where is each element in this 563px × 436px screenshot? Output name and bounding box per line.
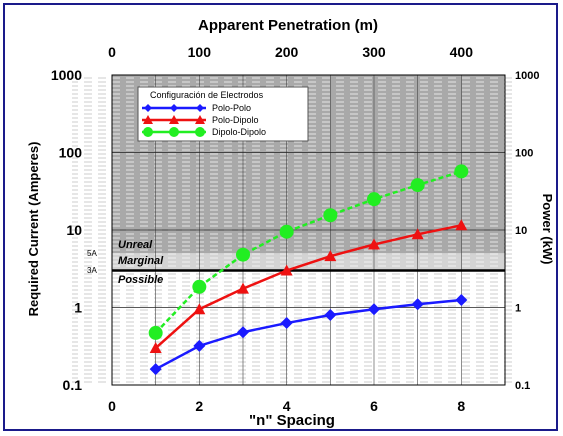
right-margin-texture — [505, 75, 515, 385]
data-point-triangle — [411, 228, 424, 240]
y2-tick-label: 0.1 — [515, 380, 530, 392]
x-tick-label: 6 — [370, 398, 378, 414]
y2-tick-label: 10 — [515, 225, 527, 237]
plot-border — [111, 74, 506, 386]
data-point-circle — [236, 247, 250, 262]
data-point-diamond — [149, 363, 162, 376]
y2-axis-title: Power (kW) — [540, 194, 555, 265]
series-line — [154, 224, 462, 349]
data-point-triangle — [324, 250, 337, 262]
legend-label: Polo-Polo — [212, 103, 251, 113]
zone-label-marginal: Marginal — [118, 255, 164, 267]
data-point-diamond — [237, 326, 249, 339]
legend-marker-diamond — [144, 104, 204, 112]
y2-tick-label: 1 — [515, 303, 521, 315]
x2-axis-title: Apparent Penetration (m) — [198, 17, 378, 34]
y2-tick-label: 1000 — [515, 70, 539, 82]
data-point-triangle — [455, 219, 468, 231]
y2-tick-label: 100 — [515, 148, 533, 160]
zone-side-label-5a: 5A — [87, 249, 97, 258]
data-point-circle — [323, 208, 338, 223]
y-tick-label: 10 — [66, 222, 82, 238]
data-point-diamond — [455, 293, 468, 306]
x2-tick-label: 200 — [275, 44, 299, 60]
data-point-circle — [192, 279, 207, 294]
legend-entry-dipolo-dipolo: Dipolo-Dipolo — [142, 127, 266, 137]
legend-marker-circle — [195, 127, 205, 137]
data-point-circle — [410, 178, 425, 193]
series-line — [155, 298, 462, 371]
x2-tick-label: 400 — [450, 44, 474, 60]
legend-label: Polo-Dipolo — [212, 115, 259, 125]
series-dipolo-dipolo — [148, 164, 469, 340]
legend-entry-polo-polo: Polo-Polo — [142, 103, 251, 113]
x-axis-title: "n" Spacing — [249, 412, 335, 429]
series-polo-polo — [149, 293, 468, 376]
x-tick-label: 2 — [195, 398, 203, 414]
series-layer — [148, 164, 469, 376]
data-point-triangle — [237, 282, 249, 294]
x-tick-label: 0 — [108, 398, 116, 414]
y-tick-label: 0.1 — [63, 377, 83, 393]
x2-tick-label: 100 — [188, 44, 212, 60]
x2-tick-label: 300 — [362, 44, 386, 60]
y-axis-title: Required Current (Amperes) — [26, 142, 41, 317]
zone-texture — [112, 270, 505, 385]
x2-tick-label: 0 — [108, 44, 116, 60]
y-tick-label: 100 — [59, 145, 83, 161]
legend-entry-polo-dipolo: Polo-Dipolo — [142, 115, 259, 125]
data-point-diamond — [324, 309, 337, 322]
data-point-circle — [148, 325, 163, 340]
y-tick-label: 1 — [74, 300, 82, 316]
data-point-diamond — [411, 298, 424, 311]
tick-layer: 0 2 4 6 8 0 100 200 300 400 0.1 1 10 100 1000 0.1 1 10 100… — [51, 44, 540, 414]
zone-label-possible: Possible — [118, 274, 163, 286]
zone-side-label-3a: 3A — [87, 266, 97, 275]
x-tick-label: 4 — [283, 398, 291, 414]
legend-title: Configuración de Electrodos — [150, 90, 264, 100]
data-point-triangle — [280, 264, 293, 276]
legend-marker-circle — [143, 127, 153, 137]
zone-texture — [112, 253, 505, 271]
series-line — [154, 170, 462, 334]
data-point-triangle — [368, 238, 380, 250]
data-point-triangle — [149, 342, 162, 354]
legend-label: Dipolo-Dipolo — [212, 127, 266, 137]
data-point-diamond — [193, 339, 206, 352]
zone-label-unreal: Unreal — [118, 239, 153, 251]
left-margin-texture — [72, 75, 112, 385]
legend-marker-triangle — [143, 115, 205, 124]
y-tick-label: 1000 — [51, 67, 82, 83]
data-point-diamond — [368, 303, 380, 316]
legend-marker-circle — [169, 127, 179, 137]
data-point-circle — [454, 164, 469, 179]
x-tick-label: 8 — [457, 398, 465, 414]
data-point-circle — [367, 192, 381, 207]
data-point-diamond — [280, 317, 293, 330]
data-point-triangle — [193, 303, 206, 315]
legend: Configuración de Electrodos Polo-Polo Po… — [137, 86, 309, 142]
data-point-circle — [279, 224, 294, 239]
series-polo-dipolo — [149, 219, 468, 354]
